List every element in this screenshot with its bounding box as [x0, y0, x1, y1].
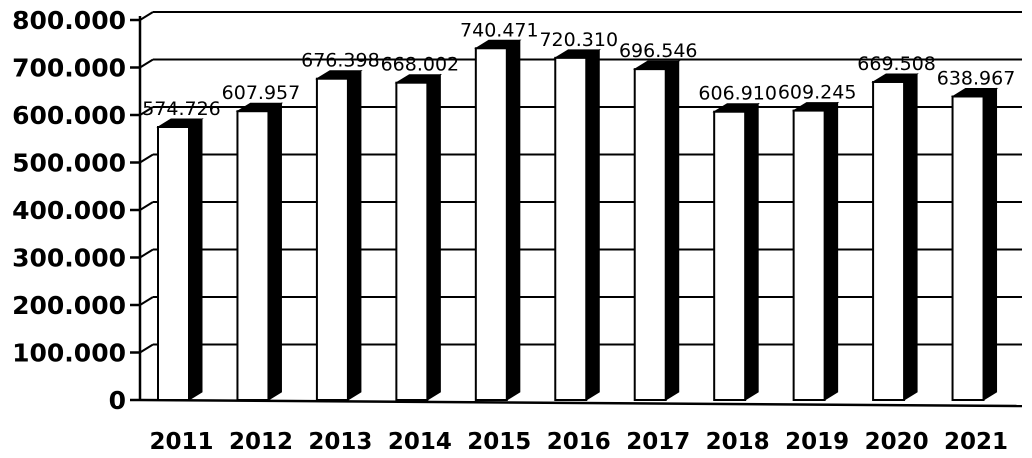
x-tick-label: 2017 [626, 429, 690, 455]
bar-front [554, 56, 588, 401]
bar-front [872, 80, 906, 401]
bar-side [903, 73, 918, 401]
bar-side [506, 39, 521, 401]
bar-2018 [712, 102, 760, 402]
bar-side [426, 73, 441, 401]
bar-2017 [632, 60, 681, 401]
bar-front [315, 77, 349, 402]
chart-axes [130, 16, 1023, 408]
bar-front [633, 68, 667, 401]
data-label: 638.967 [937, 67, 1016, 89]
bar-side [983, 87, 998, 401]
bar-2014 [394, 73, 443, 402]
x-tick-label: 2016 [547, 429, 611, 455]
x-tick-label: 2019 [785, 429, 849, 455]
x-tick-label: 2021 [944, 429, 1008, 455]
bar-front [236, 110, 270, 401]
bar-2011 [156, 118, 204, 401]
x-axis-tick-labels: 2011 2012 2013 2014 2015 2016 2017 2018 2019 2020… [149, 429, 1008, 455]
bar-front [395, 81, 429, 402]
gridline-diagonal [139, 58, 154, 69]
y-tick-label: 600.000 [12, 101, 126, 130]
chart-bars [156, 39, 999, 402]
x-tick-label: 2012 [229, 429, 293, 455]
bar-2019 [791, 101, 840, 402]
bar-front [713, 110, 747, 402]
bar-side [347, 69, 362, 401]
bar-2012 [235, 102, 284, 401]
bar-2016 [553, 48, 602, 401]
data-label: 740.471 [460, 19, 539, 41]
x-tick-label: 2018 [706, 429, 770, 455]
y-tick-label: 800.000 [12, 6, 126, 35]
bar-2020 [871, 73, 919, 401]
data-label: 676.398 [301, 50, 380, 72]
gridline-diagonal [139, 11, 154, 21]
y-tick-label: 200.000 [12, 291, 126, 320]
x-tick-label: 2011 [149, 429, 213, 455]
y-tick-label: 500.000 [12, 149, 126, 178]
x-axis-line [139, 398, 1023, 408]
bar-2013 [315, 69, 363, 402]
bar-side [665, 60, 680, 401]
bar-2021 [950, 87, 999, 402]
bar-side [267, 102, 282, 401]
bar-side [585, 48, 600, 401]
bar-front [951, 95, 985, 402]
data-label: 696.546 [619, 40, 698, 62]
data-label: 606.910 [698, 83, 777, 105]
y-tick-label: 300.000 [12, 244, 126, 273]
x-tick-label: 2013 [308, 429, 372, 455]
bar-2015 [474, 39, 522, 401]
gridline-diagonal [139, 153, 154, 164]
x-tick-label: 2015 [467, 429, 531, 455]
gridline-diagonal [139, 106, 154, 116]
bar-side [824, 101, 839, 401]
x-tick-label: 2014 [388, 429, 452, 455]
gridline-diagonal [139, 248, 154, 259]
y-tick-label: 100.000 [12, 339, 126, 368]
gridline-diagonal [139, 201, 154, 211]
gridline-diagonal [139, 296, 154, 306]
y-axis-tick-labels: 0 100.000 200.000 300.000 400.000 500.000 600.… [12, 6, 126, 415]
bar-side [188, 118, 203, 401]
gridline-diagonal [139, 343, 154, 354]
data-label: 607.957 [222, 82, 301, 104]
x-tick-label: 2020 [865, 429, 929, 455]
bar-front [157, 126, 190, 401]
y-tick-label: 700.000 [12, 54, 126, 83]
bar-front [474, 47, 508, 401]
data-label: 668.002 [381, 54, 460, 76]
data-label: 574.726 [142, 98, 221, 120]
data-label: 669.508 [857, 53, 936, 75]
data-label: 609.245 [778, 82, 857, 104]
y-tick-label: 0 [109, 386, 126, 415]
bar-front [792, 109, 826, 402]
y-tick-label: 400.000 [12, 196, 126, 225]
data-label: 720.310 [539, 29, 618, 51]
bar-side [744, 102, 759, 401]
